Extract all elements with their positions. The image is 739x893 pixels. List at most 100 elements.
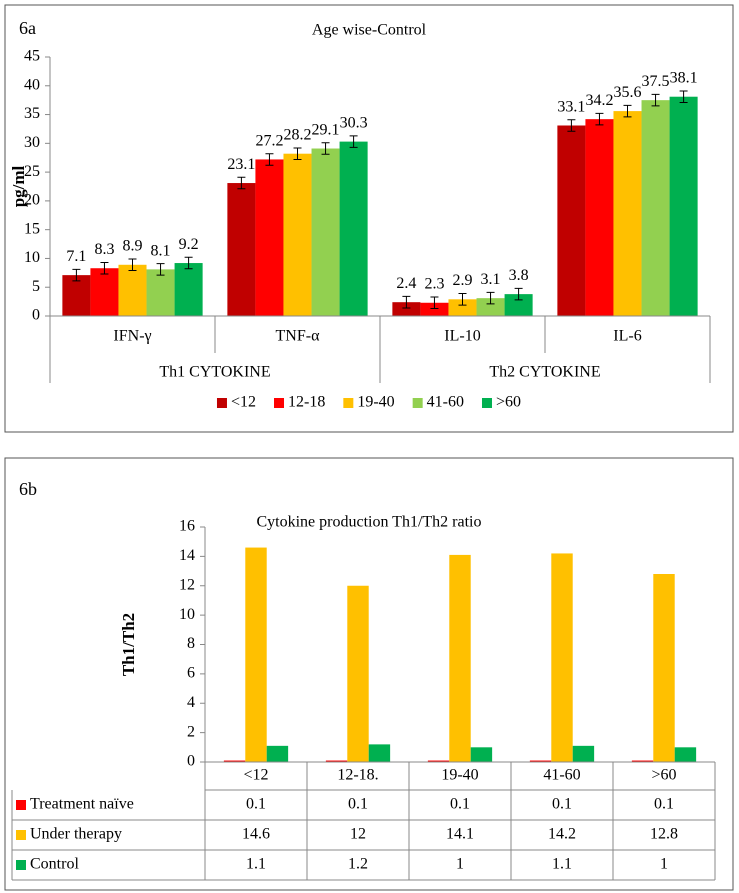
y-axis-label: Th1/Th2 xyxy=(119,613,138,676)
bar xyxy=(476,298,505,316)
table-cell: 0.1 xyxy=(246,796,266,813)
bar xyxy=(311,148,340,316)
y-tick-label: 12 xyxy=(179,576,195,593)
y-tick-label: 5 xyxy=(32,278,40,295)
bar xyxy=(557,125,586,316)
table-cell: 12 xyxy=(350,826,366,843)
y-tick-label: 10 xyxy=(24,249,40,266)
error-bar xyxy=(293,147,302,160)
bar xyxy=(227,183,256,316)
bar xyxy=(427,760,450,762)
y-tick-label: 10 xyxy=(179,606,195,623)
bar xyxy=(255,159,284,316)
error-bar xyxy=(651,93,660,107)
bar xyxy=(62,275,91,316)
bar xyxy=(245,547,267,762)
bar xyxy=(641,100,670,317)
chart-title: Cytokine production Th1/Th2 ratio xyxy=(256,514,481,531)
bar xyxy=(653,574,675,762)
legend-swatch xyxy=(16,800,26,810)
x-tick-label: IFN-γ xyxy=(113,328,151,345)
data-label: 34.2 xyxy=(585,92,613,109)
table-cell: 0.1 xyxy=(654,796,674,813)
x-tick-label: <12 xyxy=(243,767,268,784)
error-bar xyxy=(265,153,274,166)
table-cell: 1 xyxy=(456,856,464,873)
legend-label: 19-40 xyxy=(357,394,394,411)
table-cell: 14.6 xyxy=(242,826,270,843)
legend-swatch xyxy=(343,398,354,408)
legend-label: 12-18 xyxy=(288,394,325,411)
bar xyxy=(283,153,312,316)
legend-swatch xyxy=(216,398,227,408)
legend-swatch xyxy=(16,860,26,870)
error-bar xyxy=(458,293,467,306)
error-bar xyxy=(430,296,439,310)
legend-label: Treatment naïve xyxy=(30,796,134,813)
bar xyxy=(223,760,246,762)
error-bar xyxy=(514,287,523,301)
y-tick-label: 25 xyxy=(24,163,40,180)
data-label: 23.1 xyxy=(227,156,255,173)
bar xyxy=(674,747,697,762)
y-tick-label: 40 xyxy=(24,76,40,93)
bar xyxy=(613,111,642,316)
bar xyxy=(572,745,595,762)
bar xyxy=(174,263,203,316)
bar xyxy=(631,760,654,762)
legend-swatch xyxy=(16,830,26,840)
error-bar xyxy=(567,119,576,132)
x-tick-label: TNF-α xyxy=(276,328,321,345)
y-tick-label: 35 xyxy=(24,105,40,122)
y-tick-label: 2 xyxy=(187,723,195,740)
bar xyxy=(368,744,391,762)
bar xyxy=(339,141,368,316)
error-bar xyxy=(100,261,109,275)
x-tick-label: IL-6 xyxy=(613,328,641,345)
bar xyxy=(470,747,493,762)
y-tick-label: 20 xyxy=(24,192,40,209)
bar xyxy=(118,264,147,316)
data-label: 2.3 xyxy=(424,276,444,293)
x-tick-label: 19-40 xyxy=(441,767,478,784)
data-label: 33.1 xyxy=(557,98,585,115)
table-cell: 1.1 xyxy=(246,856,266,873)
table-cell: 0.1 xyxy=(450,796,470,813)
data-label: 37.5 xyxy=(642,73,670,90)
error-bar xyxy=(402,295,411,309)
x-tick-label: >60 xyxy=(651,767,676,784)
bar xyxy=(420,302,449,316)
data-label: 28.2 xyxy=(284,127,312,144)
x-tick-label: 41-60 xyxy=(543,767,580,784)
bar xyxy=(448,299,477,316)
legend-label: <12 xyxy=(231,394,256,411)
error-bar xyxy=(623,104,632,118)
y-tick-label: 4 xyxy=(187,694,195,711)
error-bar xyxy=(128,258,137,272)
y-tick-label: 15 xyxy=(24,220,40,237)
legend-label: Control xyxy=(30,856,79,873)
bar xyxy=(551,553,573,762)
data-label: 7.1 xyxy=(66,248,86,265)
data-label: 29.1 xyxy=(312,121,340,138)
panel xyxy=(4,4,734,433)
group-label: Th1 CYTOKINE xyxy=(159,364,270,381)
bar xyxy=(504,294,533,316)
table-cell: 1.2 xyxy=(348,856,368,873)
bar xyxy=(392,302,421,316)
data-label: 8.1 xyxy=(151,242,171,259)
legend-label: >60 xyxy=(496,394,521,411)
data-label: 2.9 xyxy=(453,272,473,289)
data-label: 9.2 xyxy=(179,236,199,253)
y-tick-label: 30 xyxy=(24,134,40,151)
y-tick-label: 45 xyxy=(24,48,40,65)
table-cell: 0.1 xyxy=(552,796,572,813)
y-tick-label: 0 xyxy=(32,307,40,324)
bar xyxy=(325,760,348,762)
legend-swatch xyxy=(412,398,423,408)
legend-swatch xyxy=(481,398,492,408)
x-tick-label: IL-10 xyxy=(444,328,480,345)
legend-swatch xyxy=(274,398,285,408)
data-label: 3.1 xyxy=(481,271,501,288)
x-tick-label: 12-18. xyxy=(337,767,378,784)
